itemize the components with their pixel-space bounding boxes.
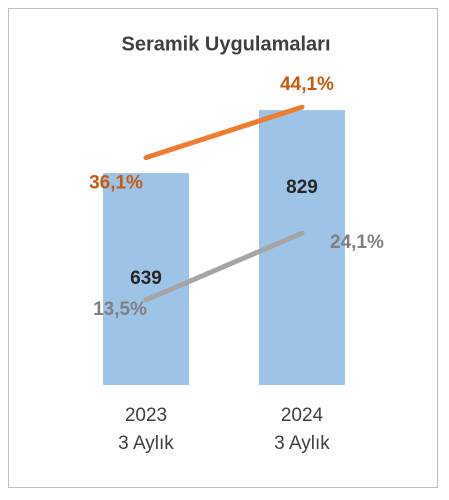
x-tick-label: 2024 3 Aylık [274,405,330,454]
line-series [143,104,305,161]
line-value-label: 24,1% [330,232,384,253]
line-series [143,230,305,303]
chart-title: Seramik Uygulamaları [122,33,331,55]
bar-value-label: 829 [286,177,318,198]
bar [103,173,189,385]
bar-value-label: 639 [130,268,162,289]
chart-frame [8,8,438,488]
line-value-label: 13,5% [93,299,147,320]
line-value-label: 44,1% [280,74,334,95]
line-value-label: 36,1% [89,173,143,194]
x-tick-label: 2023 3 Aylık [118,405,174,454]
